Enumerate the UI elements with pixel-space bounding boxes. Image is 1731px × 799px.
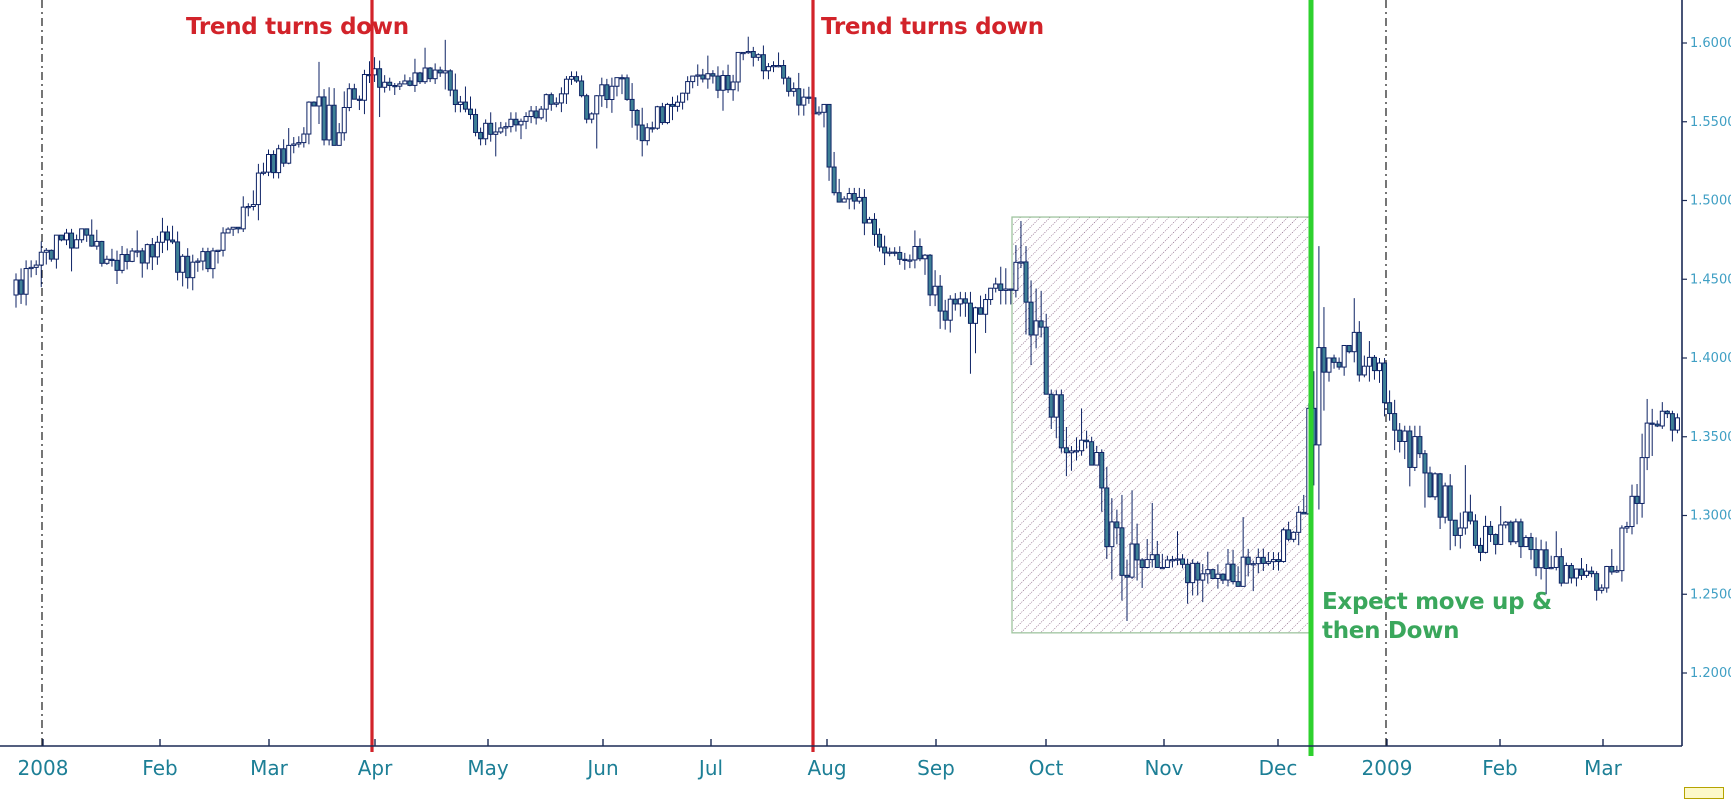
annotation-trend-turns-down-2: Trend turns down <box>821 14 1044 40</box>
svg-text:Apr: Apr <box>358 756 393 780</box>
svg-text:May: May <box>467 756 509 780</box>
candles-layer <box>13 36 1680 622</box>
svg-text:1.4500: 1.4500 <box>1690 272 1731 287</box>
svg-text:Feb: Feb <box>1482 756 1517 780</box>
svg-text:Jun: Jun <box>585 756 618 780</box>
svg-text:Feb: Feb <box>142 756 177 780</box>
svg-text:Mar: Mar <box>1584 756 1623 780</box>
svg-text:Sep: Sep <box>917 756 955 780</box>
svg-text:Oct: Oct <box>1029 756 1064 780</box>
annotation-expect-move: Expect move up & then Down <box>1322 588 1552 646</box>
svg-text:2008: 2008 <box>18 756 69 780</box>
svg-text:1.3500: 1.3500 <box>1690 430 1731 445</box>
axes <box>0 0 1683 747</box>
y-axis-labels: 1.6000 1.5500 1.5000 1.4500 1.4000 1.3500 1.30… <box>1682 36 1731 681</box>
svg-text:1.5500: 1.5500 <box>1690 115 1731 130</box>
svg-text:1.2000: 1.2000 <box>1690 666 1731 681</box>
svg-text:1.2500: 1.2500 <box>1690 587 1731 602</box>
svg-text:Jul: Jul <box>697 756 723 780</box>
yellow-corner-chip <box>1684 787 1724 799</box>
signal-lines <box>370 0 1314 756</box>
svg-text:1.6000: 1.6000 <box>1690 36 1731 51</box>
svg-text:Aug: Aug <box>807 756 846 780</box>
svg-text:Dec: Dec <box>1259 756 1298 780</box>
annotation-expect-line1: Expect move up & <box>1322 589 1552 615</box>
svg-text:Mar: Mar <box>250 756 289 780</box>
svg-text:1.4000: 1.4000 <box>1690 351 1731 366</box>
x-axis-labels: 2008 Feb Mar Apr May Jun Jul Aug Sep Oct Nov Dec 200… <box>18 739 1623 780</box>
svg-text:Nov: Nov <box>1144 756 1183 780</box>
svg-text:2009: 2009 <box>1362 756 1413 780</box>
annotation-trend-turns-down-1: Trend turns down <box>186 14 409 40</box>
annotation-expect-line2: then Down <box>1322 617 1460 644</box>
highlight-box <box>1011 216 1312 634</box>
svg-text:1.5000: 1.5000 <box>1690 194 1731 209</box>
svg-text:1.3000: 1.3000 <box>1690 509 1731 524</box>
